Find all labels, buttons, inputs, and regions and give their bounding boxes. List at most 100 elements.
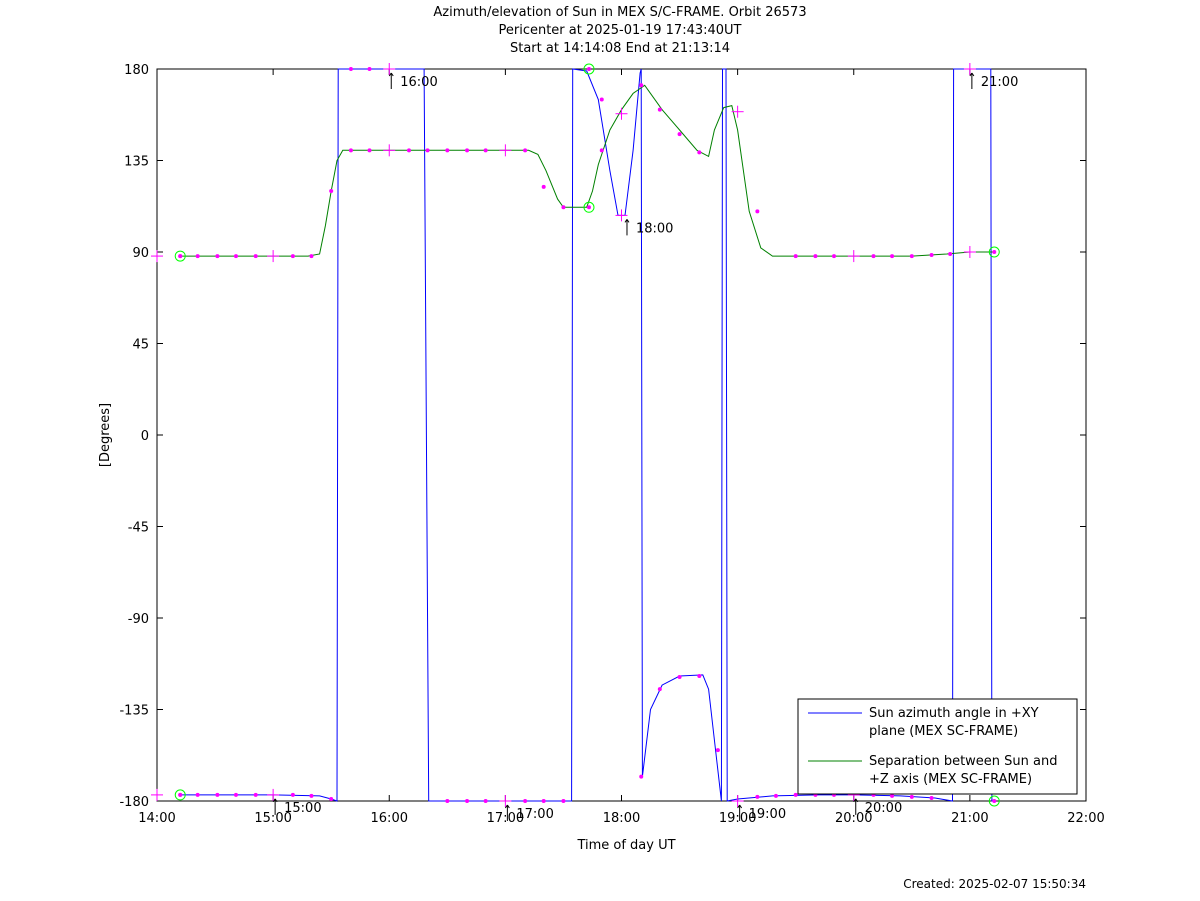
- marker-dot: [290, 792, 295, 797]
- time-annotation-label: 15:00: [284, 801, 321, 816]
- legend-box: [797, 698, 1078, 795]
- x-axis-label: Time of day UT: [576, 838, 675, 853]
- x-tick-label: 18:00: [603, 811, 640, 826]
- time-annotation: 17:00: [504, 804, 554, 822]
- marker-dot: [233, 254, 238, 259]
- marker-dot: [697, 673, 702, 678]
- time-annotation-label: 21:00: [981, 75, 1018, 90]
- marker-dot: [715, 748, 720, 753]
- marker-dot: [445, 799, 450, 803]
- x-tick-label: 15:00: [254, 811, 291, 826]
- marker-dot: [813, 254, 818, 259]
- marker-dot: [697, 150, 702, 155]
- marker-dot: [561, 799, 566, 803]
- marker-dot: [871, 254, 876, 259]
- legend-label: plane (MEX SC-FRAME): [869, 724, 1018, 739]
- chart-subtitle-pericenter: Pericenter at 2025-01-19 17:43:40UT: [498, 23, 742, 38]
- marker-dot: [465, 799, 470, 803]
- time-annotation: 20:00: [853, 798, 902, 816]
- series-line-1: [180, 84, 995, 257]
- time-annotation: 18:00: [624, 219, 673, 236]
- marker-dot: [657, 687, 662, 692]
- y-axis-label: [Degrees]: [98, 403, 113, 467]
- marker-cross: [731, 105, 744, 118]
- marker-layer: [151, 63, 1000, 807]
- series-layer: [180, 68, 995, 802]
- legend-label: Separation between Sun and: [869, 754, 1057, 769]
- marker-dot: [677, 132, 682, 137]
- legend-label: Sun azimuth angle in +XY: [869, 706, 1039, 721]
- marker-dot: [677, 674, 682, 679]
- marker-dot: [755, 794, 760, 799]
- marker-dot: [639, 83, 644, 88]
- marker-dot: [483, 799, 488, 803]
- marker-dot: [195, 792, 200, 797]
- marker-dot: [215, 792, 220, 797]
- marker-dot: [445, 148, 450, 153]
- marker-dot: [909, 794, 914, 799]
- marker-ring: [988, 246, 1000, 258]
- marker-dot: [909, 254, 914, 259]
- marker-dot: [890, 254, 895, 259]
- marker-cross: [731, 795, 744, 807]
- x-tick-label: 21:00: [951, 811, 988, 826]
- marker-dot: [599, 148, 604, 153]
- x-tick-label: 19:00: [719, 811, 756, 826]
- marker-cross: [963, 63, 976, 75]
- marker-dot: [599, 97, 604, 102]
- annotation-layer: 15:00 16:00 17:00 18:00 19:00 20:00 21:00: [272, 72, 1018, 822]
- y-tick-label: 0: [141, 429, 149, 444]
- y-tick-label: 180: [124, 63, 149, 78]
- y-tick-label: -45: [128, 521, 149, 536]
- marker-dot: [195, 254, 200, 259]
- plot-frame: [156, 68, 1087, 802]
- time-annotation: 19:00: [737, 804, 786, 822]
- legend: Sun azimuth angle in +XY plane (MEX SC-FR…: [797, 698, 1078, 795]
- legend-label: +Z axis (MEX SC-FRAME): [869, 772, 1032, 787]
- marker-dot: [367, 148, 372, 153]
- marker-cross: [499, 795, 512, 807]
- marker-dot: [215, 254, 220, 259]
- marker-cross: [151, 788, 163, 801]
- marker-dot: [465, 148, 470, 153]
- marker-dot: [523, 148, 528, 153]
- marker-dot: [290, 254, 295, 259]
- marker-dot: [948, 252, 953, 257]
- marker-ring: [174, 250, 186, 262]
- y-tick-label: -135: [119, 704, 149, 719]
- marker-dot: [832, 254, 837, 259]
- marker-dot: [483, 148, 488, 153]
- y-tick-label: -180: [119, 795, 149, 810]
- created-timestamp: Created: 2025-02-07 15:50:34: [903, 877, 1086, 891]
- chart-subtitle-start-end: Start at 14:14:08 End at 21:13:14: [509, 41, 731, 56]
- time-annotation: 21:00: [969, 72, 1018, 90]
- marker-cross: [383, 63, 396, 75]
- marker-cross: [963, 246, 976, 258]
- marker-dot: [773, 793, 778, 798]
- marker-dot: [425, 148, 430, 153]
- axes: 14:00 15:00 16:00 17:00 18:00 19:00 20:00 21:00…: [98, 63, 1105, 853]
- marker-dot: [639, 774, 644, 779]
- y-tick-label: -90: [128, 612, 149, 627]
- marker-dot: [367, 67, 372, 71]
- marker-dot: [329, 189, 334, 193]
- marker-dot: [561, 205, 566, 210]
- marker-dot: [309, 254, 314, 259]
- marker-dot: [253, 792, 258, 797]
- marker-dot: [929, 253, 934, 258]
- x-tick-label: 17:00: [487, 811, 524, 826]
- marker-dot: [793, 792, 798, 797]
- marker-cross: [151, 250, 163, 263]
- time-annotation: 16:00: [388, 72, 438, 90]
- chart-title: Azimuth/elevation of Sun in MEX S/C-FRAM…: [433, 5, 807, 20]
- marker-dot: [523, 799, 528, 803]
- time-annotation-label: 17:00: [516, 807, 553, 822]
- marker-cross: [383, 144, 396, 157]
- marker-cross: [615, 209, 628, 222]
- marker-cross: [847, 250, 860, 263]
- marker-dot: [253, 254, 258, 259]
- marker-dot: [890, 793, 895, 798]
- time-annotation-label: 20:00: [865, 801, 902, 816]
- marker-dot: [233, 792, 238, 797]
